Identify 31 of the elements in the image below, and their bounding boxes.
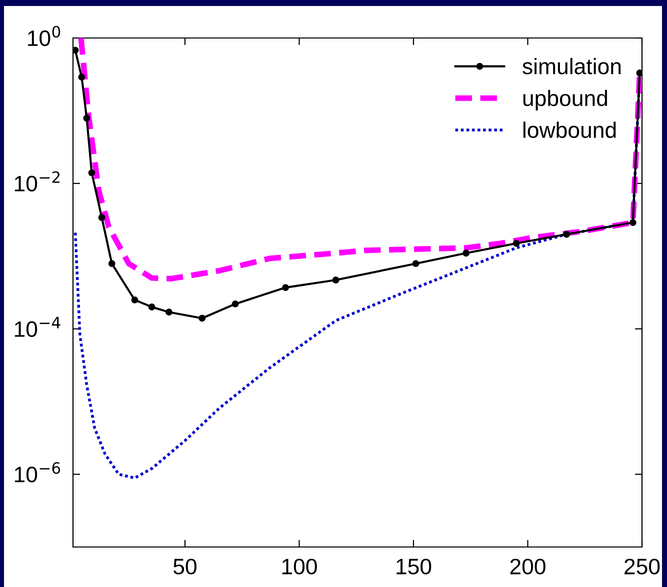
x-tick-label: 50 <box>174 558 196 574</box>
point <box>108 260 116 268</box>
point <box>332 276 340 284</box>
point <box>232 300 239 308</box>
y-tick-label: 10$^{0}$ <box>28 26 60 46</box>
y-tick-label: 10$^{−2}$ <box>14 171 60 192</box>
point <box>563 230 570 238</box>
point <box>412 260 420 268</box>
point <box>198 314 206 322</box>
x-tick-label: 200 <box>510 558 546 574</box>
x-tick-label: 150 <box>396 558 432 574</box>
legend-label: simulation <box>522 58 621 74</box>
legend-label: upbound <box>523 90 608 111</box>
point <box>166 308 172 316</box>
x-tick-label: 100 <box>282 558 317 574</box>
point <box>83 114 90 122</box>
legend-label: lowbound <box>523 122 616 138</box>
point <box>462 250 470 257</box>
point <box>629 219 636 226</box>
y-tick-label: 10$^{−6}$ <box>14 462 60 482</box>
point <box>512 240 520 247</box>
point <box>282 284 289 292</box>
y-tick-label: 10$^{−4}$ <box>14 316 60 337</box>
point <box>98 214 106 221</box>
point <box>131 296 138 304</box>
point <box>78 74 86 81</box>
point <box>73 46 79 54</box>
point <box>636 70 642 76</box>
point <box>88 169 96 176</box>
x-tick-label: 250 <box>624 558 660 574</box>
point <box>148 303 156 310</box>
